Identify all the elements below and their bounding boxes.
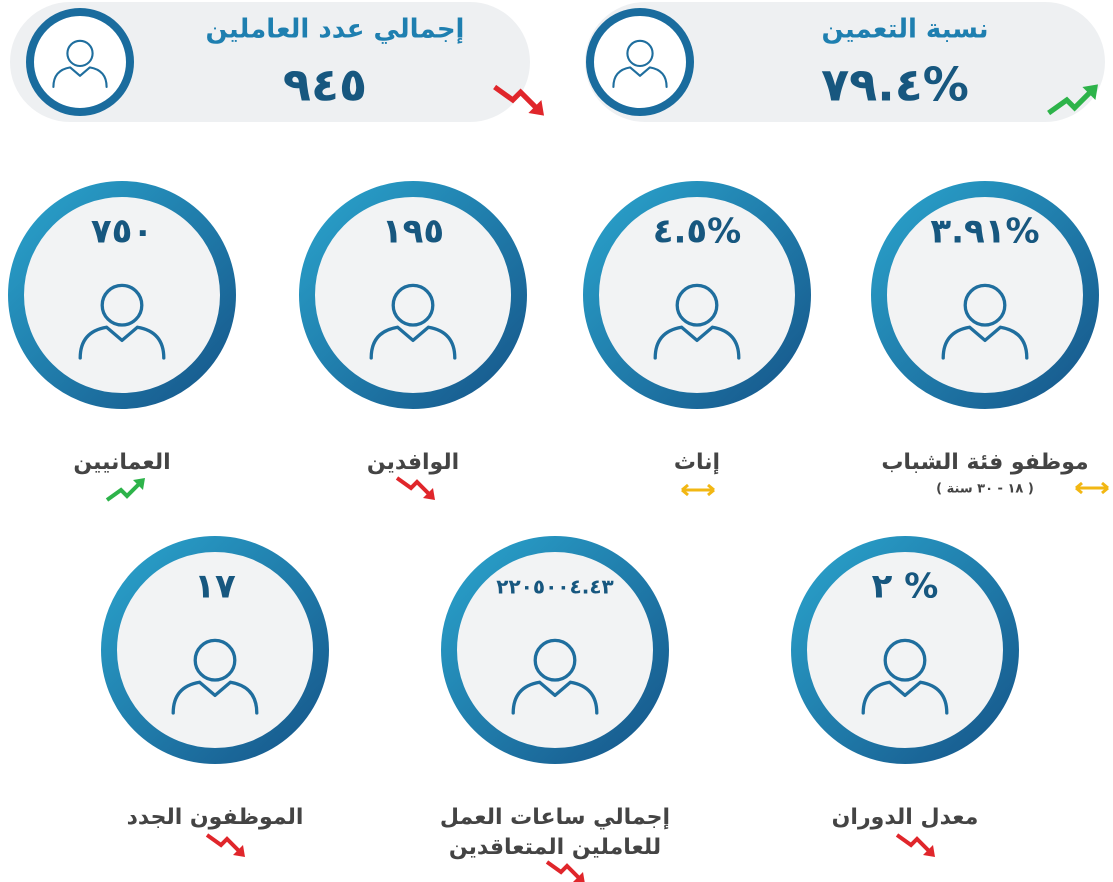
person-icon bbox=[78, 283, 166, 360]
arrow-head bbox=[923, 845, 935, 857]
indicator-label: الموظفون الجدد bbox=[127, 805, 304, 830]
icon-body bbox=[612, 66, 668, 89]
indicator-value: ٢ % bbox=[872, 567, 939, 607]
person-icon bbox=[171, 638, 259, 715]
icon-body bbox=[861, 680, 949, 715]
card-icon-ring bbox=[586, 8, 694, 116]
trend-arrow bbox=[545, 860, 585, 882]
trend-arrow bbox=[493, 84, 544, 116]
arrow-line bbox=[1075, 481, 1109, 495]
person-icon bbox=[612, 39, 668, 89]
indicator-label: موظفو فئة الشباب bbox=[881, 450, 1088, 475]
indicator-ring bbox=[441, 536, 669, 764]
icon-head bbox=[391, 283, 435, 327]
trend-arrow bbox=[205, 833, 245, 857]
arrow-line bbox=[493, 84, 541, 113]
arrow-line bbox=[681, 483, 715, 497]
indicator-value: ٢٢٠٥٠٠٤.٤٣ bbox=[496, 575, 613, 599]
icon-head bbox=[963, 283, 1007, 327]
indicator-value: ١٧ bbox=[194, 567, 236, 607]
indicator-ring bbox=[791, 536, 1019, 764]
person-icon bbox=[941, 283, 1029, 360]
indicator-label: معدل الدوران bbox=[832, 805, 979, 830]
indicator-ring bbox=[101, 536, 329, 764]
trend-arrow bbox=[105, 478, 145, 502]
card-icon-ring bbox=[26, 8, 134, 116]
icon-body bbox=[171, 680, 259, 715]
arrow-head bbox=[573, 872, 585, 882]
icon-body bbox=[941, 325, 1029, 360]
arrow-line bbox=[395, 476, 433, 498]
arrow-head bbox=[133, 478, 145, 490]
icon-head bbox=[533, 638, 577, 682]
indicator-value: ٣.٩١% bbox=[930, 212, 1039, 252]
arrow-line bbox=[105, 480, 143, 502]
trend-arrow bbox=[1075, 481, 1109, 495]
icon-head bbox=[883, 638, 927, 682]
arrow-line bbox=[205, 833, 243, 855]
icon-head bbox=[66, 39, 94, 68]
indicator-label: العمانيين bbox=[73, 450, 170, 475]
card-value: ٧٩.٤% bbox=[821, 58, 969, 112]
trend-arrow bbox=[395, 476, 435, 500]
trend-arrow bbox=[895, 833, 935, 857]
icon-body bbox=[653, 325, 741, 360]
person-icon bbox=[511, 638, 599, 715]
card-value: ٩٤٥ bbox=[283, 58, 367, 112]
icon-head bbox=[193, 638, 237, 682]
arrow-line bbox=[1047, 87, 1095, 116]
arrow-line bbox=[545, 860, 583, 882]
indicator-label: للعاملين المتعاقدين bbox=[449, 835, 661, 860]
person-icon bbox=[52, 39, 108, 89]
indicator-value: ٧٥٠ bbox=[91, 212, 153, 252]
arrow-head bbox=[1082, 84, 1098, 100]
indicator-value: ٤.٥% bbox=[653, 212, 742, 252]
icon-body bbox=[369, 325, 457, 360]
indicator-ring bbox=[8, 181, 236, 409]
icon-head bbox=[626, 39, 654, 68]
card-title: إجمالي عدد العاملين bbox=[206, 15, 465, 45]
icon-body bbox=[78, 325, 166, 360]
arrow-head bbox=[528, 100, 544, 116]
icon-head bbox=[675, 283, 719, 327]
person-icon bbox=[861, 638, 949, 715]
summary-card bbox=[10, 2, 530, 122]
indicator-ring bbox=[299, 181, 527, 409]
trend-arrow bbox=[681, 483, 715, 497]
icon-body bbox=[52, 66, 108, 89]
arrow-head bbox=[233, 845, 245, 857]
arrow-line bbox=[895, 833, 933, 855]
indicator-ring bbox=[871, 181, 1099, 409]
indicator-note: ( ١٨ - ٣٠ سنة ) bbox=[936, 482, 1034, 497]
arrow-head bbox=[423, 488, 435, 500]
card-title: نسبة التعمين bbox=[821, 15, 988, 45]
indicator-label: إناث bbox=[674, 450, 720, 475]
indicator-value: ١٩٥ bbox=[382, 212, 444, 252]
indicator-label: إجمالي ساعات العمل bbox=[440, 805, 670, 830]
icon-body bbox=[511, 680, 599, 715]
trend-arrow bbox=[1047, 84, 1098, 116]
person-icon bbox=[369, 283, 457, 360]
icon-head bbox=[100, 283, 144, 327]
indicator-ring bbox=[583, 181, 811, 409]
indicator-label: الوافدين bbox=[367, 450, 459, 475]
person-icon bbox=[653, 283, 741, 360]
summary-card bbox=[585, 2, 1105, 122]
